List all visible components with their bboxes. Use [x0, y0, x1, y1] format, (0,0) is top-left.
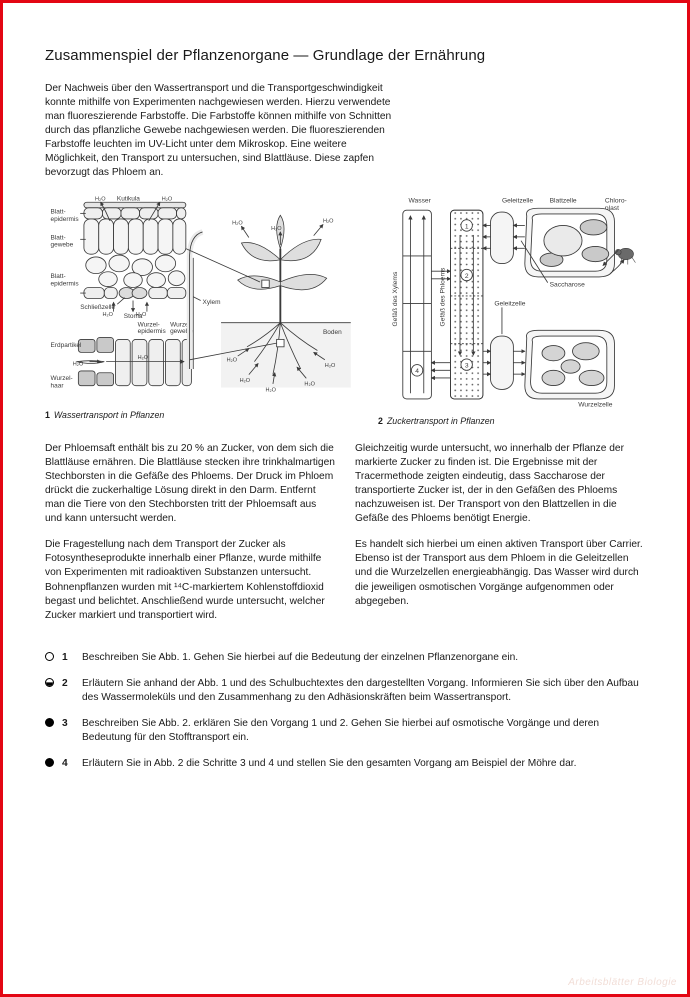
svg-text:H₂O: H₂O — [271, 226, 282, 232]
svg-text:Saccharose: Saccharose — [550, 281, 585, 288]
svg-text:Wasser: Wasser — [409, 197, 432, 204]
difficulty-bullet-full — [45, 758, 54, 767]
svg-text:Xylem: Xylem — [203, 299, 221, 306]
svg-text:Boden: Boden — [323, 328, 342, 335]
figure-2: Wasser Geleitzelle Blattzelle Chloro-pla… — [378, 193, 645, 426]
svg-text:Wurzel-haar: Wurzel-haar — [51, 375, 73, 389]
difficulty-bullet-half — [45, 678, 54, 687]
col-left-p2: Die Fragestellung nach dem Transport der… — [45, 538, 335, 622]
svg-text:H₂O: H₂O — [325, 363, 336, 369]
task-text: Beschreiben Sie Abb. 1. Gehen Sie hierbe… — [82, 651, 645, 665]
svg-text:H₂O: H₂O — [162, 196, 173, 202]
svg-text:Wurzelzelle: Wurzelzelle — [578, 401, 613, 408]
svg-text:3: 3 — [465, 362, 469, 369]
task-item: 1 Beschreiben Sie Abb. 1. Gehen Sie hier… — [45, 651, 645, 665]
svg-text:H₂O: H₂O — [227, 357, 238, 363]
intro-paragraph: Der Nachweis über den Wassertransport un… — [45, 82, 393, 181]
figure-2-svg: Wasser Geleitzelle Blattzelle Chloro-pla… — [378, 193, 645, 412]
column-right: Gleichzeitig wurde untersucht, wo innerh… — [355, 442, 645, 623]
figure-1: Kutikula — [45, 193, 360, 426]
svg-text:H₂O: H₂O — [73, 361, 84, 367]
text-columns: Der Phloemsaft enthält bis zu 20 % an Zu… — [45, 442, 645, 623]
svg-text:Wurzel-epidermis: Wurzel-epidermis — [138, 321, 166, 334]
figure-1-svg: Kutikula — [45, 193, 360, 406]
watermark: Arbeitsblätter Biologie — [568, 977, 677, 988]
svg-text:H₂O: H₂O — [232, 220, 243, 226]
svg-text:H₂O: H₂O — [266, 387, 277, 393]
difficulty-bullet-empty — [45, 652, 54, 661]
col-right-p2: Es handelt sich hierbei um einen aktiven… — [355, 538, 645, 608]
col-right-p1: Gleichzeitig wurde untersucht, wo innerh… — [355, 442, 645, 526]
svg-text:4: 4 — [415, 368, 419, 375]
svg-text:Blattzelle: Blattzelle — [550, 197, 577, 204]
task-text: Erläutern Sie anhand der Abb. 1 und des … — [82, 677, 645, 705]
svg-text:Geleitzelle: Geleitzelle — [494, 300, 525, 307]
svg-text:Gefäß des Phloems: Gefäß des Phloems — [440, 267, 447, 326]
svg-text:H₂O: H₂O — [102, 312, 113, 318]
svg-text:H₂O: H₂O — [95, 196, 106, 202]
svg-text:H₂O: H₂O — [240, 378, 251, 384]
svg-text:Schließzelle: Schließzelle — [80, 303, 115, 310]
task-number: 1 — [62, 651, 74, 665]
task-list: 1 Beschreiben Sie Abb. 1. Gehen Sie hier… — [45, 651, 645, 771]
svg-text:1: 1 — [465, 223, 469, 230]
svg-text:Blatt-gewebe: Blatt-gewebe — [51, 234, 74, 248]
svg-text:H₂O: H₂O — [138, 354, 149, 360]
col-left-p1: Der Phloemsaft enthält bis zu 20 % an Zu… — [45, 442, 335, 526]
svg-text:Gefäß des Xylems: Gefäß des Xylems — [392, 271, 399, 326]
figure-row: Kutikula — [45, 193, 645, 426]
task-item: 4 Erläutern Sie in Abb. 2 die Schritte 3… — [45, 757, 645, 771]
task-text: Beschreiben Sie Abb. 2. erklären Sie den… — [82, 717, 645, 745]
task-number: 3 — [62, 717, 74, 731]
figure-2-caption: 2Zuckertransport in Pflanzen — [378, 416, 645, 426]
svg-text:Geleitzelle: Geleitzelle — [502, 197, 533, 204]
svg-text:Erdpartikel: Erdpartikel — [51, 341, 82, 348]
svg-text:H₂O: H₂O — [323, 218, 334, 224]
figure-1-caption: 1Wassertransport in Pflanzen — [45, 410, 360, 420]
column-left: Der Phloemsaft enthält bis zu 20 % an Zu… — [45, 442, 335, 623]
svg-text:Blatt-epidermis: Blatt-epidermis — [51, 208, 79, 222]
task-text: Erläutern Sie in Abb. 2 die Schritte 3 u… — [82, 757, 645, 771]
svg-text:2: 2 — [465, 272, 469, 279]
svg-text:H₂O: H₂O — [136, 312, 147, 318]
svg-text:Blatt-epidermis: Blatt-epidermis — [51, 273, 79, 287]
task-item: 3 Beschreiben Sie Abb. 2. erklären Sie d… — [45, 717, 645, 745]
task-number: 4 — [62, 757, 74, 771]
task-number: 2 — [62, 677, 74, 691]
task-item: 2 Erläutern Sie anhand der Abb. 1 und de… — [45, 677, 645, 705]
svg-text:Kutikula: Kutikula — [117, 195, 140, 202]
page-title: Zusammenspiel der Pflanzenorgane — Grund… — [45, 47, 645, 64]
difficulty-bullet-full — [45, 718, 54, 727]
svg-text:H₂O: H₂O — [304, 381, 315, 387]
